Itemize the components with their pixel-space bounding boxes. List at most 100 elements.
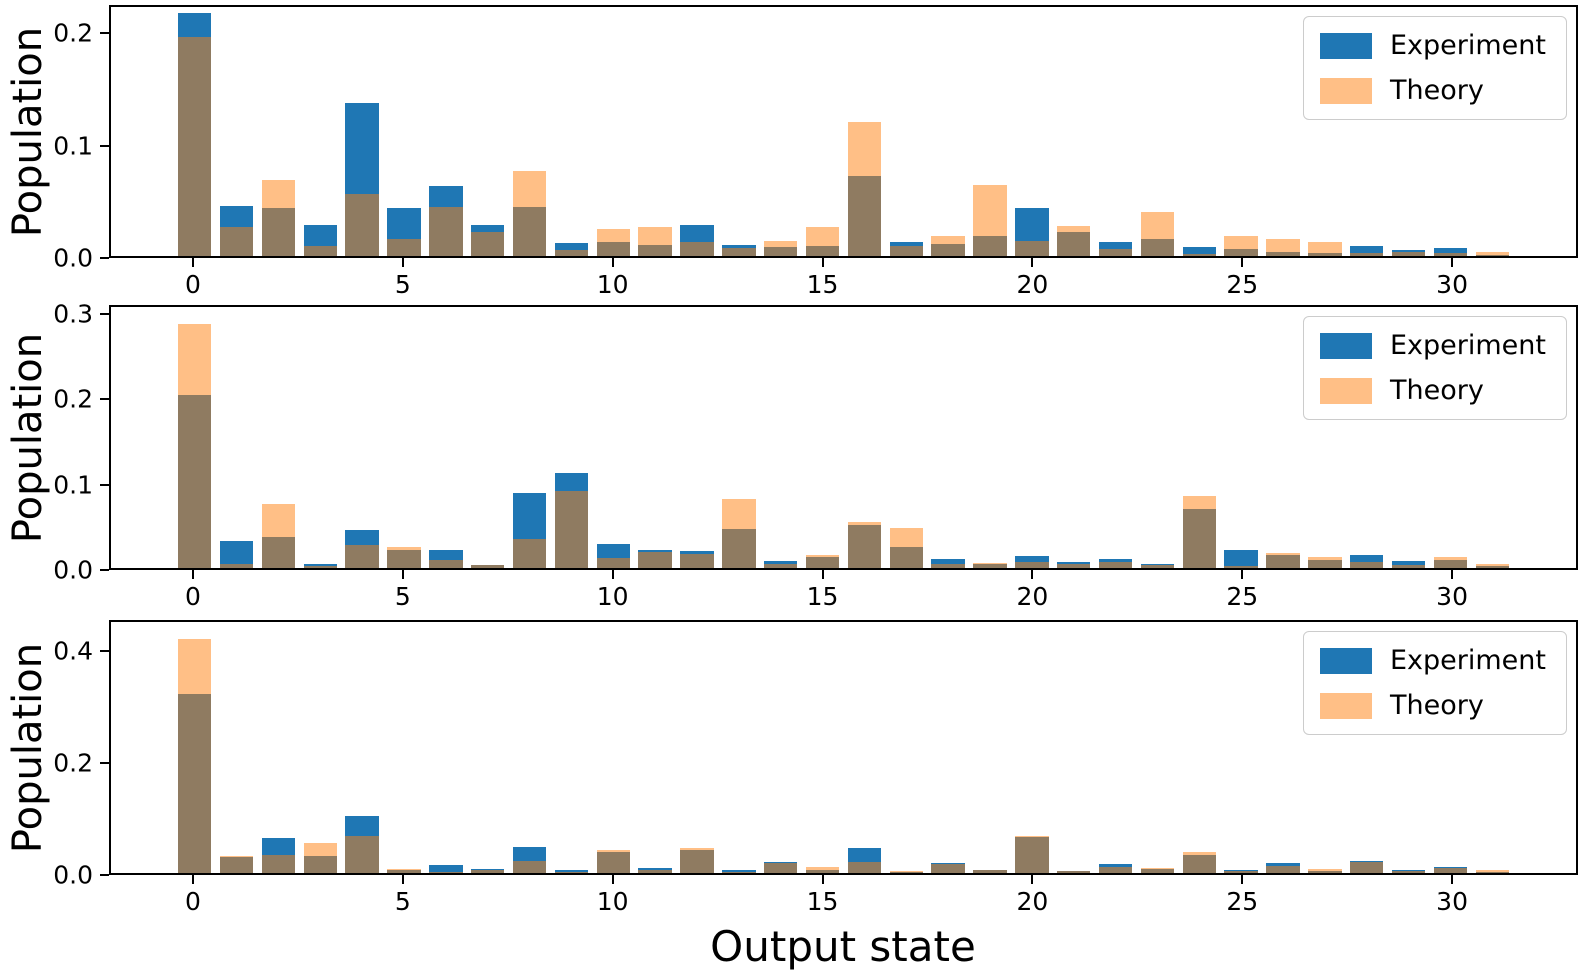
bar-theory [931, 236, 965, 256]
legend: Experiment Theory [1302, 631, 1567, 735]
x-tick-label: 20 [1016, 887, 1049, 916]
bar-theory [470, 565, 505, 568]
panel-top: Experiment Theory 0 5 10 15 20 25 30 0.0 0.1 0.2 Pop… [5, 5, 1578, 299]
bar-theory [1015, 240, 1049, 256]
bar-theory [931, 563, 965, 568]
legend-swatch-theory [1319, 377, 1372, 404]
bar-theory [261, 504, 296, 568]
x-tick-label: 10 [596, 582, 629, 611]
x-tick-label: 0 [184, 582, 201, 611]
x-tick-label: 0 [184, 887, 201, 916]
bar-theory [931, 864, 965, 873]
bar-theory [1349, 252, 1384, 256]
x-tick-label: 5 [394, 270, 411, 299]
bar-theory [512, 170, 547, 256]
bar-theory [1433, 557, 1468, 568]
bar-experiment [1391, 869, 1426, 873]
bar-theory [1266, 552, 1300, 568]
x-tick [1241, 258, 1244, 267]
y-tick-label: 0.1 [53, 470, 93, 500]
x-tick [1451, 258, 1454, 267]
x-tick [401, 258, 404, 267]
bar-experiment [1391, 561, 1426, 568]
x-tick [401, 570, 404, 579]
bar-theory [1056, 871, 1091, 873]
bar-theory [763, 863, 798, 873]
bar-theory [1266, 239, 1300, 256]
bar-experiment [303, 563, 338, 568]
x-tick [191, 875, 194, 884]
bar-theory [177, 36, 212, 256]
panel-middle: Experiment Theory 0 5 10 15 20 25 30 0.0 0.1 0.2 0.3… [5, 299, 1578, 611]
plot-area: Experiment Theory [109, 5, 1578, 258]
x-tick-label: 15 [806, 270, 839, 299]
bar-theory [847, 861, 882, 873]
bar-theory [1098, 866, 1133, 873]
x-tick-label: 5 [394, 582, 411, 611]
bar-theory [1391, 565, 1426, 568]
legend: Experiment Theory [1302, 316, 1567, 420]
bar-theory [763, 563, 798, 568]
bar-theory [429, 207, 463, 256]
bar-theory [1140, 868, 1175, 873]
x-tick-label: 30 [1436, 270, 1468, 299]
y-axis-label: Population [5, 26, 51, 237]
bar-theory [177, 323, 212, 568]
bar-theory [345, 545, 379, 568]
x-tick-label: 25 [1226, 887, 1259, 916]
x-tick-label: 15 [806, 887, 839, 916]
x-tick-label: 0 [184, 270, 201, 299]
x-tick [1031, 258, 1034, 267]
bar-theory [1056, 563, 1091, 568]
legend-label: Theory [1389, 375, 1484, 406]
x-tick [1451, 570, 1454, 579]
bar-theory [1182, 253, 1217, 256]
y-tick-label: 0.0 [53, 243, 93, 273]
bar-theory [680, 553, 714, 568]
legend-label: Theory [1389, 690, 1484, 721]
bar-theory [512, 861, 547, 873]
y-tick-label: 0.4 [53, 636, 93, 666]
bar-experiment [554, 870, 589, 873]
bar-theory [1475, 251, 1510, 256]
bar-theory [1308, 241, 1342, 256]
legend-item: Theory [1319, 690, 1546, 721]
bar-theory [345, 835, 379, 873]
bar-theory [847, 122, 882, 256]
bar-theory [1308, 557, 1342, 568]
bar-theory [1308, 868, 1342, 873]
x-tick [611, 570, 614, 579]
x-tick [821, 570, 824, 579]
legend: Experiment Theory [1302, 16, 1567, 120]
bar-experiment [1224, 550, 1258, 568]
bar-theory [261, 854, 296, 873]
x-tick-label: 5 [394, 887, 411, 916]
bar-experiment [219, 541, 254, 568]
y-tick [100, 32, 109, 35]
bar-experiment [1349, 246, 1384, 256]
bar-theory [847, 521, 882, 568]
y-tick [100, 761, 109, 764]
plot-area: Experiment Theory [109, 305, 1578, 570]
legend-label: Experiment [1389, 330, 1546, 361]
bar-theory [387, 869, 421, 873]
bar-theory [429, 559, 463, 568]
bar-theory [596, 557, 631, 568]
bar-theory [512, 538, 547, 568]
x-tick-label: 10 [596, 270, 629, 299]
y-tick [100, 483, 109, 486]
y-tick-label: 0.2 [53, 384, 93, 414]
bar-experiment [429, 864, 463, 873]
bar-theory [889, 528, 924, 568]
bar-theory [554, 491, 589, 568]
bar-theory [387, 546, 421, 568]
y-tick [100, 257, 109, 259]
x-tick [611, 258, 614, 267]
x-tick-label: 30 [1436, 582, 1468, 611]
bar-theory [303, 246, 338, 256]
bar-theory [1391, 251, 1426, 256]
bar-experiment [1182, 247, 1217, 256]
y-tick-label: 0.0 [53, 860, 93, 890]
plot-area: Experiment Theory [109, 620, 1578, 875]
bar-theory [722, 498, 756, 568]
